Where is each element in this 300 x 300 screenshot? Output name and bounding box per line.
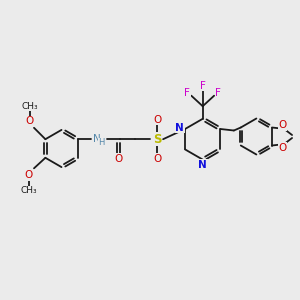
Text: O: O (279, 120, 287, 130)
Text: F: F (200, 81, 206, 91)
Text: O: O (25, 170, 33, 180)
Text: O: O (279, 142, 287, 153)
Text: S: S (153, 133, 161, 146)
Text: N: N (175, 122, 184, 133)
Text: O: O (153, 154, 161, 164)
Text: O: O (114, 154, 122, 164)
Text: F: F (215, 88, 221, 98)
Text: H: H (98, 138, 105, 147)
Text: F: F (184, 88, 190, 98)
Text: CH₃: CH₃ (22, 102, 38, 111)
Text: N: N (198, 160, 207, 170)
Text: CH₃: CH₃ (21, 186, 37, 195)
Text: O: O (26, 116, 34, 126)
Text: N: N (93, 134, 101, 144)
Text: O: O (153, 115, 161, 125)
